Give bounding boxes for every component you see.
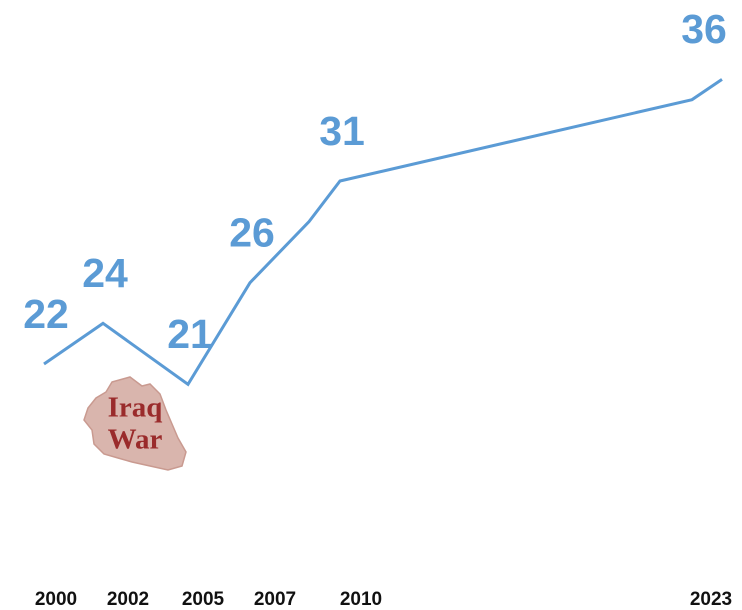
x-tick-label: 2007 <box>254 589 296 610</box>
x-tick-label: 2002 <box>107 589 149 610</box>
x-tick-label: 2000 <box>35 589 77 610</box>
value-label: 21 <box>167 311 213 357</box>
x-tick-label: 2023 <box>690 589 732 610</box>
map-shape <box>83 376 187 471</box>
value-label: 31 <box>319 108 365 154</box>
value-label: 26 <box>229 209 275 255</box>
x-tick-label: 2010 <box>340 589 382 610</box>
value-label: 36 <box>681 6 727 52</box>
annotation: War <box>108 424 163 456</box>
line <box>43 78 723 387</box>
iraq-war-icon: Iraq War <box>83 376 187 471</box>
x-tick-label: 2005 <box>182 589 225 610</box>
annotation: Iraq <box>108 392 163 424</box>
value-label: 24 <box>82 250 128 296</box>
value-label: 22 <box>23 291 69 337</box>
